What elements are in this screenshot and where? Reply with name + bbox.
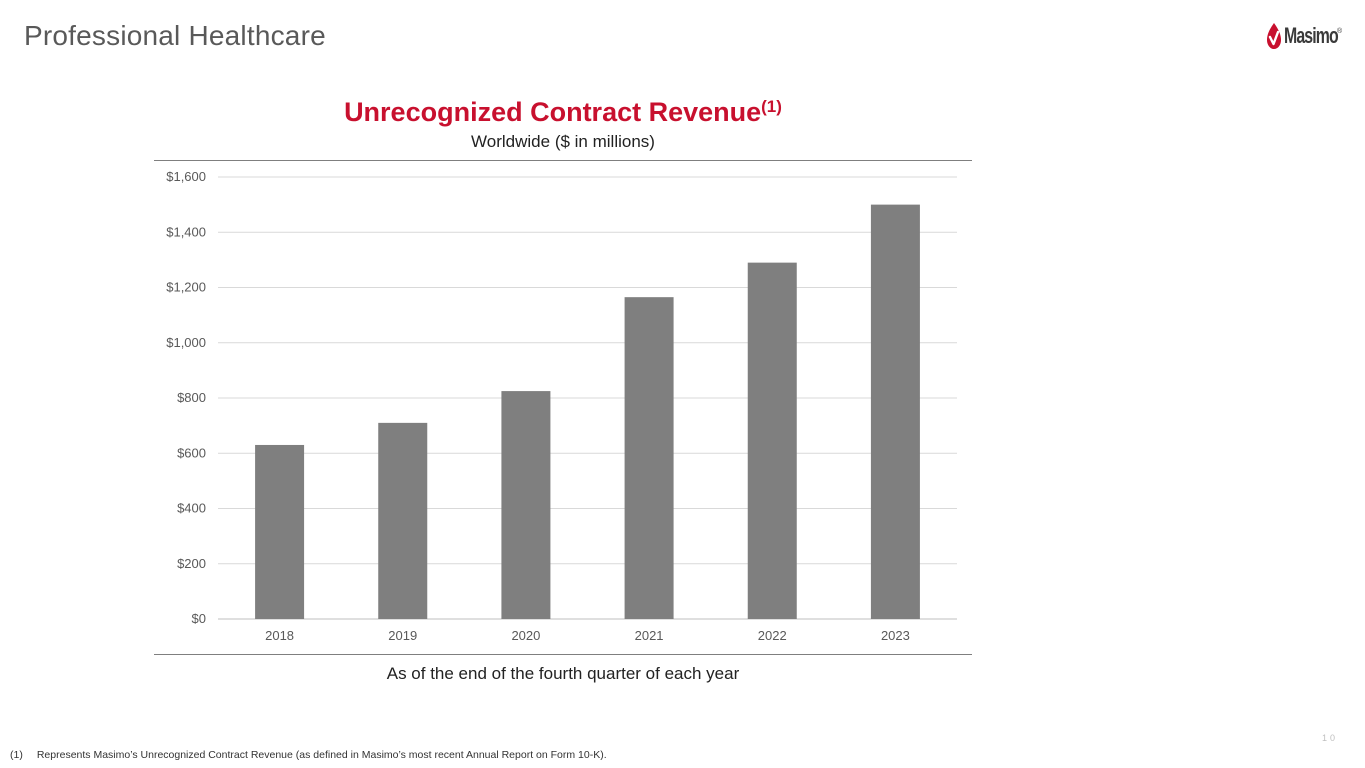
bar [870,204,920,619]
chart-title-footnote-ref: (1) [761,97,782,116]
y-tick-label: $1,400 [166,224,206,239]
footnote: (1) Represents Masimo’s Unrecognized Cont… [10,749,607,761]
bar [378,422,428,619]
bar [747,262,797,619]
chart-caption: As of the end of the fourth quarter of e… [386,664,740,683]
masimo-logo: Masimo ® [1266,20,1359,52]
chart-title: Unrecognized Contract Revenue(1) [154,97,972,128]
y-tick-label: $600 [177,445,206,460]
page-title: Professional Healthcare [24,20,326,51]
y-tick-label: $800 [177,390,206,405]
bar [501,391,551,619]
bar-chart: $0 $200 $400 $600 $800 $1,000 $1,200 $1,400 $1,6… [166,169,957,643]
y-tick-label: $400 [177,501,206,516]
chart-frame [154,160,972,655]
footnote-marker: (1) [10,749,23,761]
bar [624,297,674,619]
x-tick-label: 2018 [265,628,294,643]
bar [255,444,305,619]
x-tick-label: 2019 [388,628,417,643]
y-tick-label: $200 [177,556,206,571]
x-tick-label: 2021 [635,628,664,643]
logo-registered-mark: ® [1337,28,1343,35]
masimo-logo-icon [1267,23,1281,49]
y-tick-label: $1,000 [166,335,206,350]
y-tick-label: $0 [192,611,206,626]
x-tick-label: 2022 [758,628,787,643]
x-tick-label: 2020 [511,628,540,643]
footnote-text: Represents Masimo’s Unrecognized Contrac… [36,749,607,761]
y-tick-label: $1,200 [166,280,206,295]
page-number: 10 [1322,733,1339,743]
x-tick-label: 2023 [881,628,910,643]
y-tick-label: $1,600 [166,169,206,184]
logo-wordmark: Masimo [1284,23,1339,48]
chart-title-text: Unrecognized Contract Revenue [344,97,762,127]
chart-subtitle: Worldwide ($ in millions) [471,132,655,151]
